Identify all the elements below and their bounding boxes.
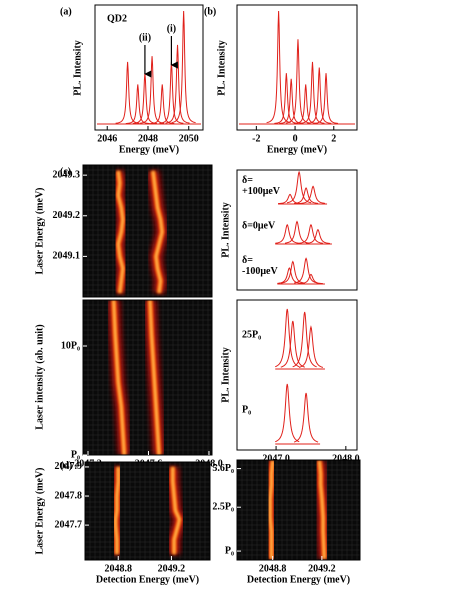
spectrum-label: 25P₀ xyxy=(242,330,261,341)
y-axis-label: Laser Energy (meV) xyxy=(34,187,45,274)
ridges xyxy=(107,300,166,455)
y-tick-label: P₀ xyxy=(225,545,234,556)
x-tick-label: 2048.0 xyxy=(332,453,360,464)
x-axis-label: Detection Energy (meV) xyxy=(96,574,199,585)
y-axis-label: Laser intensity (ab. unit) xyxy=(34,324,45,429)
ridge-core xyxy=(171,466,181,555)
spectral-peak xyxy=(294,187,319,204)
spectral-peak xyxy=(298,223,324,244)
spectral-peak xyxy=(125,84,150,125)
spectral-peak xyxy=(298,325,324,368)
spectral-peak xyxy=(305,228,330,244)
spectral-peak xyxy=(139,56,165,124)
x-tick-label: 2048 xyxy=(138,133,158,144)
ridge-core xyxy=(114,466,120,555)
spectral-peak xyxy=(171,10,196,124)
plot-frame xyxy=(94,4,204,131)
ridge-core xyxy=(112,300,126,455)
ridge-core xyxy=(149,300,160,455)
x-tick-label: 2 xyxy=(331,133,336,144)
ridge-core xyxy=(117,170,124,294)
x-axis-label: Energy (meV) xyxy=(119,144,179,155)
plot-frame xyxy=(236,459,361,561)
plot-frame xyxy=(84,461,211,561)
arrow-label: (ii) xyxy=(139,32,151,43)
x-tick-label: 2046 xyxy=(97,133,117,144)
x-tick-label: 2050 xyxy=(179,133,199,144)
spectrum-label: δ= xyxy=(242,255,253,266)
plot-frame xyxy=(82,299,213,456)
spectrum-label: P₀ xyxy=(242,405,251,416)
arrow-label: (i) xyxy=(167,23,176,34)
y-tick-label: 2047.8 xyxy=(55,490,83,501)
y-tick-label: 10P₀ xyxy=(61,340,80,351)
y-axis-label: PL. Intensity xyxy=(220,202,231,258)
y-axis-label: PL. Intensity xyxy=(220,347,231,403)
spectral-peak xyxy=(165,44,190,124)
x-tick-label: 2049.2 xyxy=(158,563,186,574)
x-tick-label: 2048.8 xyxy=(259,563,287,574)
plot-frame xyxy=(236,4,358,131)
spectral-peak xyxy=(275,383,300,443)
x-tick-label: 2049.2 xyxy=(308,563,336,574)
y-axis-label: PL. Intensity xyxy=(72,40,83,96)
y-tick-label: 5.6P₀ xyxy=(212,463,234,474)
x-tick-label: 0 xyxy=(293,133,298,144)
y-tick-label: 2047.9 xyxy=(55,461,83,472)
x-tick-label: 2047.0 xyxy=(262,453,290,464)
spectral-peak xyxy=(280,260,305,284)
spectral-peak xyxy=(293,257,319,284)
y-tick-label: 2.5P₀ xyxy=(212,502,234,513)
spectral-peak xyxy=(280,320,305,368)
y-tick-label: P₀ xyxy=(71,449,80,460)
ridge-core xyxy=(269,460,274,559)
panel-letter: (a) xyxy=(60,6,72,17)
plot-frame xyxy=(236,169,358,291)
x-axis-label: Energy (meV) xyxy=(267,144,327,155)
panel-letter: (d) xyxy=(60,460,72,471)
x-axis-label: Detection Energy (meV) xyxy=(247,574,350,585)
spectral-peak xyxy=(150,84,175,125)
spectrum-label: δ=0μeV xyxy=(242,220,276,231)
spectral-peak xyxy=(115,61,140,124)
spectral-peak xyxy=(284,220,310,244)
y-axis-label: Laser Energy (meV) xyxy=(34,467,45,554)
spectral-peak xyxy=(313,73,339,124)
spectral-peak xyxy=(266,10,291,124)
annotation: QD2 xyxy=(107,13,127,24)
y-tick-label: 2047.7 xyxy=(55,519,83,530)
plot-frame xyxy=(82,164,213,298)
spectral-peak xyxy=(301,185,326,204)
x-tick-label: -2 xyxy=(252,133,260,144)
ridges xyxy=(109,466,186,555)
heatmap-background xyxy=(85,462,210,560)
spectral-peak xyxy=(307,67,332,124)
x-tick-label: 2048.8 xyxy=(104,563,132,574)
spectrum-label: -100μeV xyxy=(242,266,278,277)
y-tick-label: 2049.2 xyxy=(53,210,81,221)
spectral-peak xyxy=(293,84,318,125)
spectrum-label: +100μeV xyxy=(242,186,281,197)
spectrum-label: δ= xyxy=(242,175,253,186)
ridge-core xyxy=(318,460,326,559)
spectral-peak xyxy=(292,311,317,368)
spectral-peak xyxy=(286,170,312,204)
ridges xyxy=(264,460,331,560)
spectral-peak xyxy=(275,308,300,368)
panel-letter: (b) xyxy=(204,6,216,17)
spectral-peak xyxy=(300,61,325,124)
spectral-peak xyxy=(298,273,323,285)
spectral-peak xyxy=(275,223,300,244)
spectral-peak xyxy=(293,392,319,443)
y-axis-label: PL. Intensity xyxy=(216,40,227,96)
panel-letter: (c) xyxy=(60,166,71,177)
ridge-core xyxy=(152,170,164,294)
spectral-peak xyxy=(274,73,299,124)
ridges xyxy=(112,170,169,294)
y-tick-label: 2049.1 xyxy=(53,251,81,262)
plot-frame xyxy=(236,299,358,451)
y-tick-label: 2049.3 xyxy=(53,169,81,180)
